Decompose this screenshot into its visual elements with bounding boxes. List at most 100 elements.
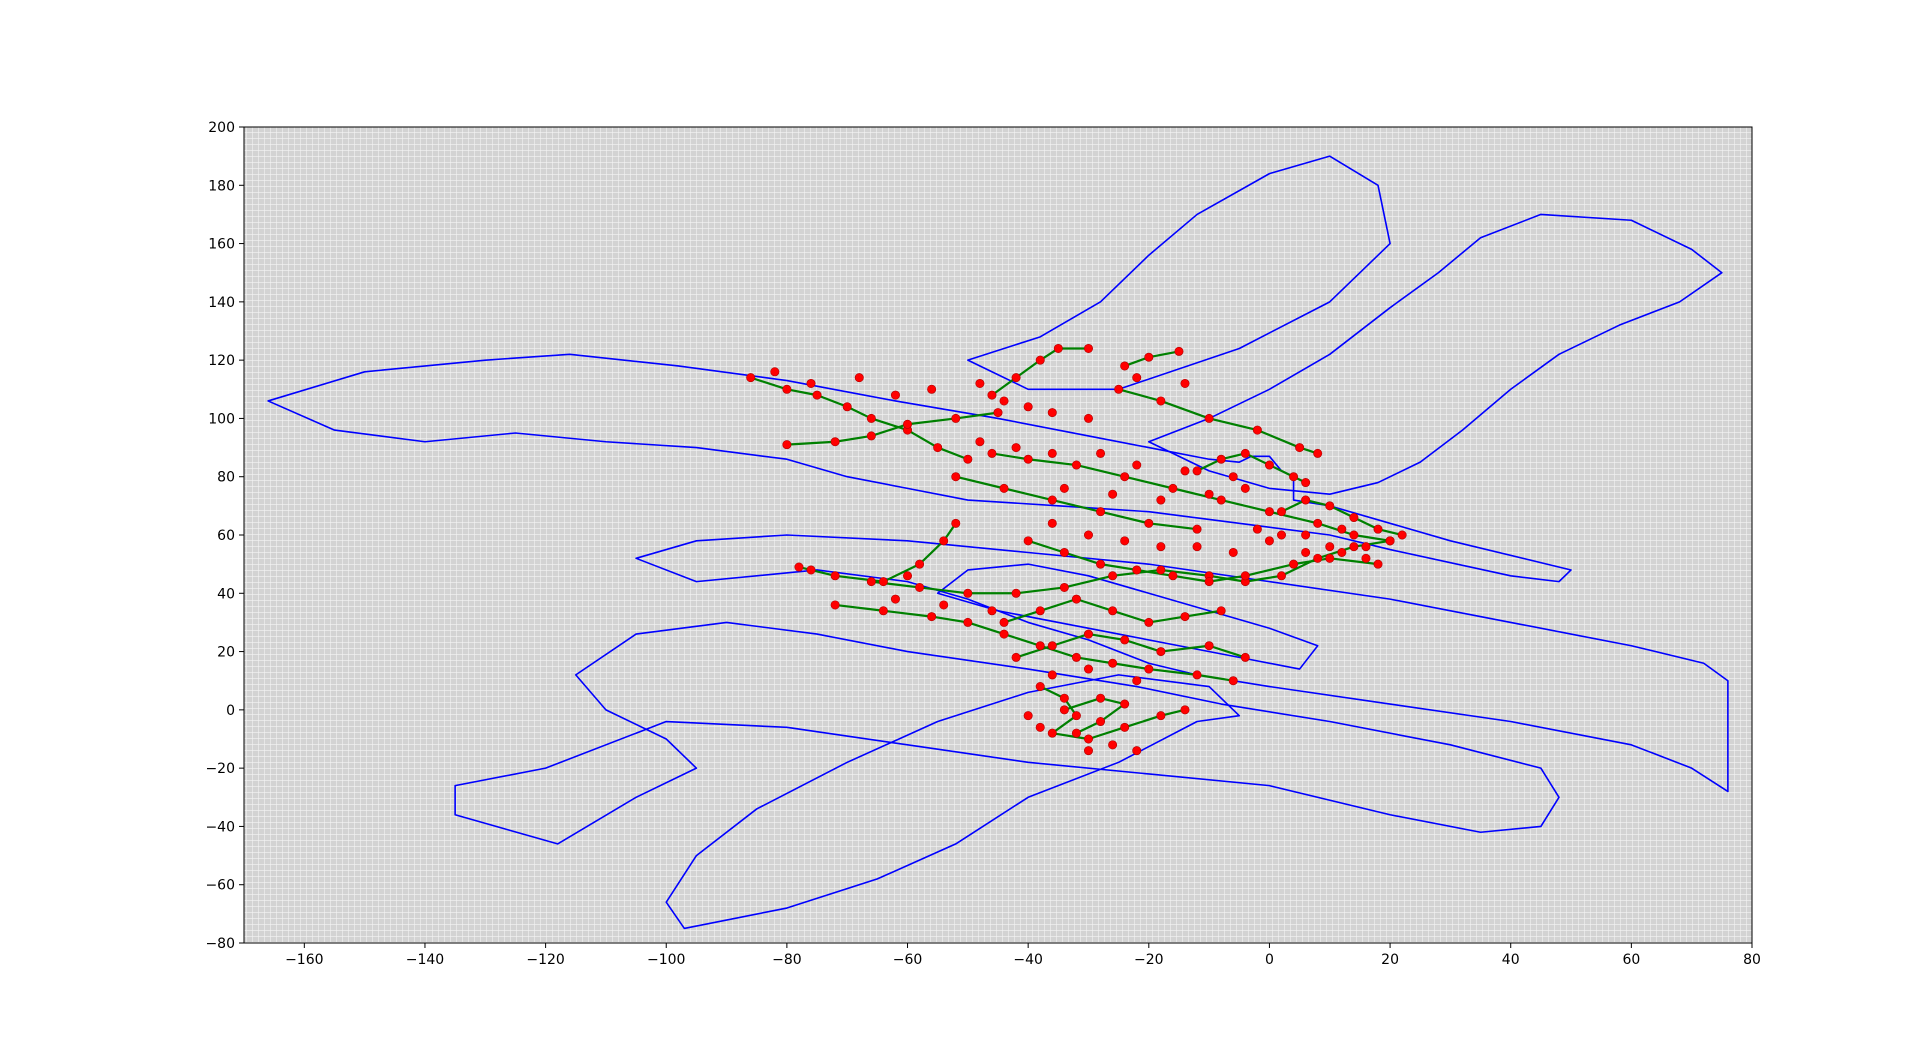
graph-node xyxy=(830,600,840,610)
x-tick-label: 40 xyxy=(1502,952,1520,968)
x-axis: −160 −140 −120 −100 −80 −60 −40 −20 0 20 40 60 80 xyxy=(285,943,1761,968)
graph-node xyxy=(830,437,840,447)
graph-node xyxy=(1240,483,1250,493)
graph-node xyxy=(1204,413,1214,423)
y-tick-label: 0 xyxy=(226,703,235,719)
graph-node xyxy=(1035,722,1045,732)
graph-node xyxy=(1047,448,1057,458)
x-tick-label: 60 xyxy=(1622,952,1640,968)
graph-node xyxy=(903,419,913,429)
x-tick-label: −160 xyxy=(285,952,323,968)
graph-node xyxy=(1071,460,1081,470)
graph-node xyxy=(999,483,1009,493)
graph-node xyxy=(1349,530,1359,540)
graph-node xyxy=(1204,489,1214,499)
graph-node xyxy=(1132,746,1142,756)
graph-node xyxy=(1301,547,1311,557)
graph-node xyxy=(1156,647,1166,657)
y-tick-label: 200 xyxy=(208,120,235,136)
x-tick-label: −80 xyxy=(772,952,802,968)
graph-node xyxy=(1240,652,1250,662)
graph-node xyxy=(1168,571,1178,581)
graph-node xyxy=(927,612,937,622)
graph-node xyxy=(1144,352,1154,362)
y-axis: −80 −60 −40 −20 0 20 40 60 80 100 120 140 160 180 200 xyxy=(205,120,244,952)
path-edge xyxy=(1027,539,1379,583)
floorplan-outline xyxy=(967,155,1391,391)
graph-node xyxy=(999,629,1009,639)
graph-node xyxy=(890,594,900,604)
graph-node xyxy=(1023,711,1033,721)
graph-node xyxy=(975,437,985,447)
graph-node xyxy=(812,390,822,400)
graph-node xyxy=(1301,478,1311,488)
graph-node xyxy=(1216,495,1226,505)
plot-background xyxy=(244,127,1752,943)
graph-node xyxy=(878,577,888,587)
graph-node xyxy=(1264,460,1274,470)
graph-node xyxy=(1083,413,1093,423)
graph-node xyxy=(1373,524,1383,534)
graph-node xyxy=(1228,676,1238,686)
graph-node xyxy=(1047,495,1057,505)
path-edge xyxy=(750,376,969,461)
graph-node xyxy=(1120,361,1130,371)
graph-node xyxy=(927,384,937,394)
graph-node xyxy=(939,600,949,610)
graph-node xyxy=(1313,553,1323,563)
graph-node xyxy=(1325,542,1335,552)
y-tick-label: 160 xyxy=(208,237,235,253)
graph-node xyxy=(1180,612,1190,622)
graph-node xyxy=(1096,448,1106,458)
graph-node xyxy=(1277,571,1287,581)
graph-node xyxy=(1132,676,1142,686)
y-tick-label: 180 xyxy=(208,178,235,194)
graph-node xyxy=(1071,711,1081,721)
graph-node xyxy=(1120,722,1130,732)
y-tick-label: −40 xyxy=(205,819,235,835)
graph-node xyxy=(1295,443,1305,453)
path-edge xyxy=(955,475,1198,531)
graph-node xyxy=(1180,378,1190,388)
graph-node xyxy=(1047,518,1057,528)
graph-node xyxy=(1144,664,1154,674)
graph-node xyxy=(1011,652,1021,662)
graph-node xyxy=(1108,740,1118,750)
graph-node xyxy=(1053,343,1063,353)
floorplan-outline xyxy=(454,621,1560,845)
graph-node xyxy=(1313,448,1323,458)
graph-node xyxy=(1083,746,1093,756)
graph-node xyxy=(1228,472,1238,482)
graph-node xyxy=(1120,699,1130,709)
floorplan-outline xyxy=(267,353,1572,583)
x-tick-label: 80 xyxy=(1743,952,1761,968)
graph-node xyxy=(782,384,792,394)
graph-node xyxy=(1023,536,1033,546)
graph-node xyxy=(1108,658,1118,668)
graph-node xyxy=(1325,501,1335,511)
floorplan-layer xyxy=(267,155,1729,930)
graph-node xyxy=(1023,402,1033,412)
graph-node xyxy=(1132,373,1142,383)
graph-node xyxy=(1192,670,1202,680)
graph-node xyxy=(806,565,816,575)
graph-node xyxy=(830,571,840,581)
graph-node xyxy=(794,562,804,572)
graph-node xyxy=(915,582,925,592)
graph-node xyxy=(1011,588,1021,598)
graph-node xyxy=(1216,454,1226,464)
y-tick-label: −80 xyxy=(205,936,235,952)
graph-node xyxy=(1361,542,1371,552)
graph-node xyxy=(890,390,900,400)
graph-node xyxy=(1096,507,1106,517)
graph-node xyxy=(1059,693,1069,703)
graph-node xyxy=(1325,553,1335,563)
path-edge xyxy=(991,452,1391,542)
graph-node xyxy=(1120,472,1130,482)
graph-node xyxy=(1180,705,1190,715)
x-tick-label: −60 xyxy=(893,952,923,968)
graph-node xyxy=(1035,606,1045,616)
graph-node xyxy=(1011,373,1021,383)
graph-node xyxy=(951,472,961,482)
graph-node xyxy=(1083,530,1093,540)
